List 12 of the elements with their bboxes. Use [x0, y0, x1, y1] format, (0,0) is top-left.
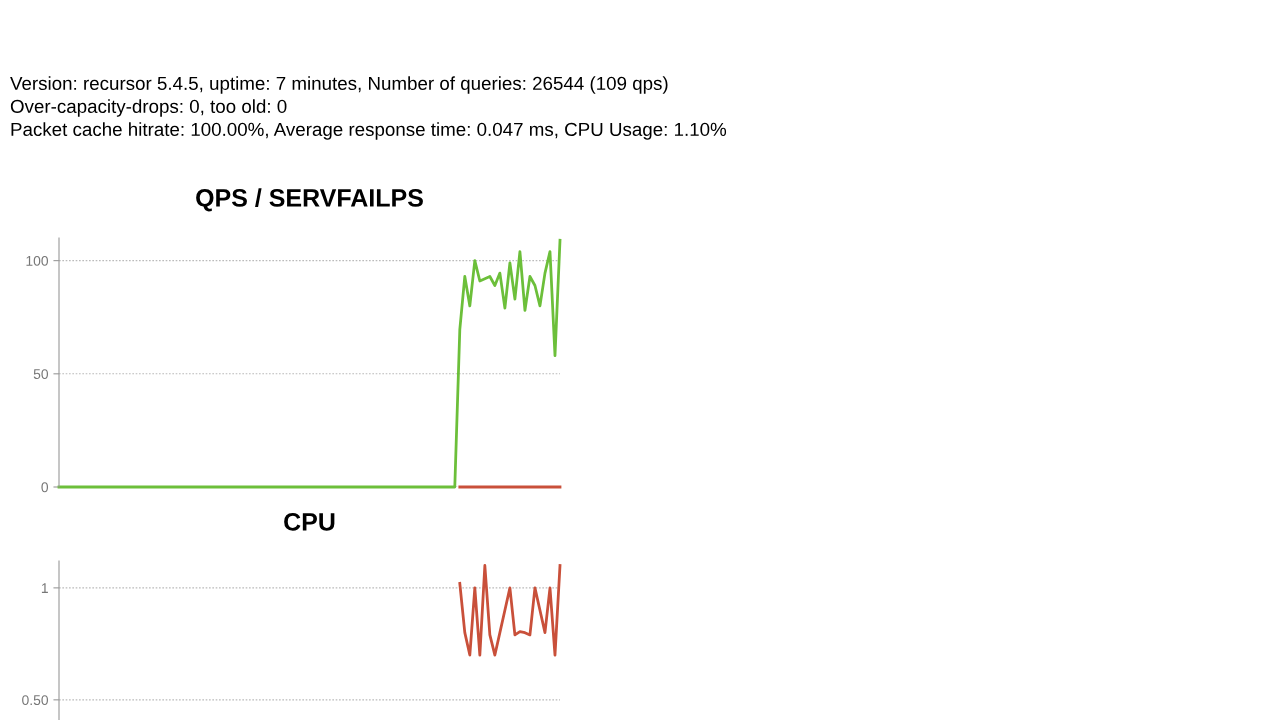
y-tick-label: 0: [41, 482, 49, 493]
chart-title: CPU: [284, 513, 335, 531]
y-tick-label: 100: [26, 255, 49, 266]
text: Over-capacity-drops: 0, too old: 0: [10, 99, 287, 117]
y-tick-label: 0.50: [22, 695, 49, 706]
chart-title: QPS / SERVFAILPS: [196, 188, 423, 212]
text: Version: recursor 5.4.5, uptime: 7 minutes, Number of queries: 26544 (109 qps): [10, 76, 668, 94]
y-tick-label: 1: [41, 583, 48, 593]
text: Packet cache hitrate: 100.00%, Average response time: 0.047 ms, CPU Usage: 1.10%: [11, 122, 727, 140]
y-tick-label: 50: [33, 369, 49, 379]
line-series: [57, 238, 562, 489]
line-series: [458, 564, 562, 657]
